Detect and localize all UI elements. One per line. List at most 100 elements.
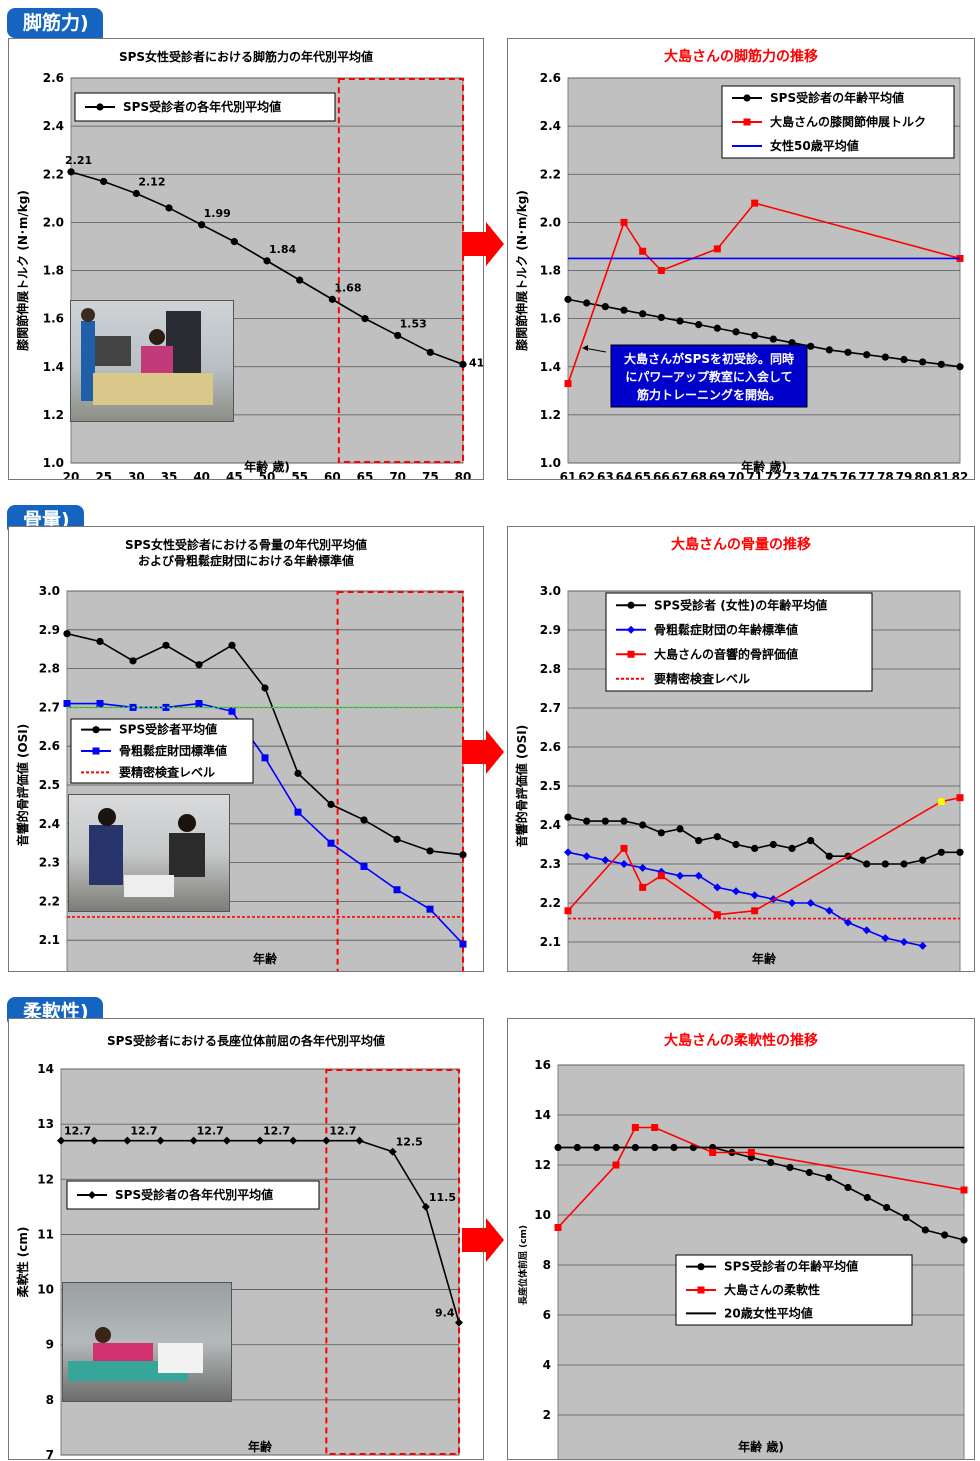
- data-point: [807, 837, 815, 845]
- data-point: [713, 324, 721, 332]
- legend-label: SPS受診者の年齢平均値: [770, 90, 904, 105]
- data-point: [956, 794, 964, 802]
- data-point: [426, 905, 434, 913]
- data-point: [709, 1149, 717, 1156]
- y-tick-label: 2.2: [39, 894, 60, 908]
- y-tick-label: 1.4: [540, 360, 561, 374]
- data-label: 9.4: [435, 1307, 455, 1320]
- data-point: [426, 847, 434, 855]
- y-tick-label: 7: [46, 1448, 54, 1459]
- chart-subtitle: および骨粗鬆症財団における年齢標準値: [138, 553, 354, 568]
- data-point: [881, 353, 889, 361]
- data-point: [639, 821, 647, 829]
- x-axis-label: 年齢 歳): [738, 1439, 784, 1454]
- data-point: [883, 1203, 891, 1212]
- y-tick-label: 2.7: [540, 701, 561, 715]
- legend-marker: [627, 650, 635, 658]
- legend-marker: [92, 747, 100, 755]
- legend-label: 大島さんの柔軟性: [724, 1282, 820, 1297]
- data-point: [918, 941, 927, 950]
- data-point: [361, 315, 369, 323]
- legend-label: 要精密検査レベル: [654, 671, 750, 686]
- data-point: [294, 769, 302, 777]
- data-point: [156, 1136, 165, 1145]
- y-tick-label: 2.1: [39, 933, 60, 947]
- x-tick-label: 81: [933, 470, 950, 479]
- x-tick-label: 70: [728, 470, 745, 479]
- x-tick-label: 69: [709, 470, 726, 479]
- y-tick-label: 1.0: [43, 456, 64, 470]
- chart-panel-oshima-flexibility: 0246810121416616263646566676869707172737…: [507, 1018, 975, 1460]
- annotation-text: にパワーアップ教室に入会して: [625, 369, 792, 384]
- data-point: [732, 328, 740, 336]
- legend-label: 大島さんの膝関節伸展トルク: [770, 114, 926, 129]
- data-point: [694, 871, 703, 880]
- data-point: [767, 1158, 775, 1167]
- x-tick-label: 78: [877, 470, 894, 479]
- data-point: [825, 1173, 833, 1182]
- y-tick-label: 16: [534, 1058, 551, 1072]
- data-point: [195, 661, 203, 669]
- data-point: [960, 1186, 968, 1194]
- chart-title: SPS女性受診者における骨量の年代別平均値: [125, 537, 367, 552]
- data-point: [713, 883, 722, 892]
- x-axis-label: 年齢 歳): [244, 459, 290, 474]
- y-tick-label: 14: [534, 1108, 551, 1122]
- y-tick-label: 14: [37, 1062, 54, 1076]
- data-point: [620, 844, 628, 852]
- data-point: [100, 177, 108, 186]
- x-tick-label: 66: [653, 470, 670, 479]
- data-point: [394, 331, 402, 340]
- legend-label: 骨粗鬆症財団の年齢標準値: [654, 622, 798, 637]
- data-point: [256, 1136, 264, 1145]
- legend-box: [66, 1180, 320, 1210]
- data-point: [638, 863, 647, 872]
- data-point: [96, 637, 104, 646]
- y-axis-label: 膝関節伸展トルク (N･m/kg): [514, 190, 529, 351]
- chart-oshima-flexibility: 0246810121416616263646566676869707172737…: [517, 1032, 968, 1459]
- data-point: [195, 700, 203, 708]
- y-tick-label: 3.0: [540, 584, 561, 598]
- photo-flexibility-test: [62, 1282, 232, 1402]
- x-tick-label: 60: [324, 470, 341, 479]
- y-tick-label: 1.8: [43, 264, 64, 278]
- data-point: [863, 1193, 871, 1202]
- y-axis-label: 長座位体前屈 (cm): [517, 1225, 529, 1305]
- data-point: [713, 833, 721, 841]
- x-tick-label: 40: [193, 470, 210, 479]
- data-point: [57, 1136, 65, 1145]
- data-point: [676, 871, 684, 880]
- x-tick-label: 75: [422, 470, 439, 479]
- data-point: [956, 363, 964, 371]
- y-tick-label: 2.5: [39, 778, 60, 792]
- y-tick-label: 2.5: [540, 779, 561, 793]
- data-point: [805, 1168, 813, 1177]
- x-tick-label: 62: [578, 470, 595, 479]
- y-axis-label: 柔軟性 (cm): [15, 1227, 30, 1299]
- data-point: [657, 829, 665, 837]
- legend-label: 骨粗鬆症財団標準値: [119, 743, 227, 758]
- data-point: [63, 700, 71, 708]
- y-tick-label: 8: [46, 1393, 54, 1407]
- data-label: 12.7: [263, 1125, 290, 1138]
- data-point: [825, 346, 833, 354]
- y-tick-label: 2.2: [540, 167, 561, 181]
- data-point: [937, 848, 945, 856]
- data-point: [327, 839, 335, 847]
- chart-panel-flexibility-by-age: 7891011121314202530354045505560657075801…: [8, 1018, 484, 1460]
- data-label: 1.68: [334, 281, 361, 294]
- y-tick-label: 2.4: [43, 119, 64, 133]
- photo-leg-strength-test: [70, 300, 234, 422]
- data-point: [228, 707, 236, 715]
- data-point: [844, 348, 852, 356]
- data-point: [289, 1136, 298, 1145]
- data-point: [554, 1224, 562, 1231]
- data-label: 41: [469, 356, 483, 369]
- data-point: [360, 816, 368, 824]
- y-tick-label: 2.6: [540, 71, 561, 85]
- data-point: [222, 1136, 231, 1145]
- series-line: [567, 298, 961, 368]
- annotation-text: 筋力トレーニングを開始。: [636, 387, 781, 402]
- data-point: [695, 321, 703, 329]
- data-point: [393, 886, 401, 894]
